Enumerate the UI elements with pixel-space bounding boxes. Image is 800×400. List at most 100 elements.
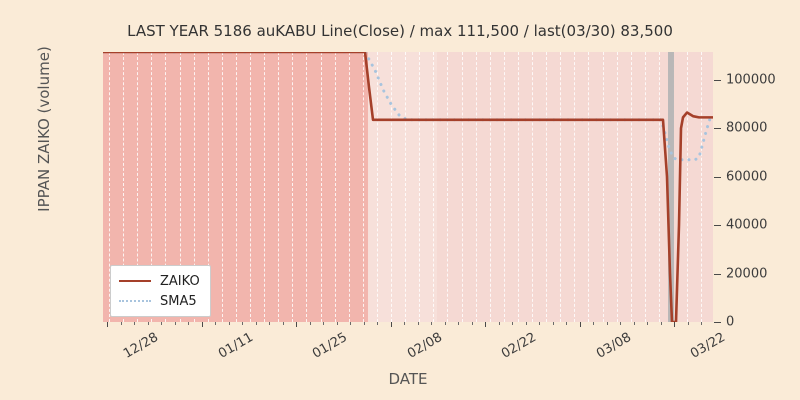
gridline-vertical: [137, 52, 139, 322]
x-tick-minor: [147, 322, 149, 325]
x-tick-minor: [363, 322, 365, 325]
y-tick-label: 100000: [726, 72, 776, 88]
x-tick-mark: [674, 322, 675, 327]
x-tick-minor: [228, 322, 230, 325]
x-tick-mark: [107, 322, 108, 327]
legend-item-sma5[interactable]: SMA5: [119, 291, 200, 311]
gridline-vertical: [701, 52, 703, 322]
y-tick-label: 20000: [726, 266, 768, 282]
x-tick-minor: [647, 322, 648, 325]
legend-item-zaiko[interactable]: ZAIKO: [119, 271, 200, 291]
y-tick-label: 0: [726, 314, 735, 330]
gridline-vertical: [391, 52, 392, 322]
y-tick-mark: [714, 273, 721, 275]
x-tick-minor: [215, 322, 216, 325]
pale-pink-region: [368, 52, 437, 322]
x-tick-minor: [417, 322, 419, 325]
x-tick-minor: [242, 322, 243, 325]
x-tick-mark: [485, 322, 486, 327]
gridline-vertical: [235, 52, 237, 322]
gridline-vertical: [602, 52, 604, 322]
x-tick-minor: [539, 322, 540, 325]
x-tick-mark: [390, 322, 392, 327]
gridline-vertical: [376, 52, 378, 322]
x-tick-minor: [269, 322, 270, 325]
gridline-vertical: [687, 52, 689, 322]
sma5-line: [103, 52, 713, 162]
gridline-vertical: [503, 52, 505, 322]
gridline-vertical: [278, 52, 280, 322]
chart-legend[interactable]: ZAIKO SMA5: [110, 265, 211, 317]
zaiko-swatch-icon: [119, 275, 151, 287]
x-tick-minor: [161, 322, 162, 325]
x-tick-minor: [552, 322, 554, 325]
legend-label-zaiko: ZAIKO: [160, 273, 200, 289]
x-tick-minor: [660, 322, 662, 325]
x-tick-minor: [404, 322, 405, 325]
gridline-vertical: [644, 52, 646, 322]
gridline-vertical: [320, 52, 322, 322]
gridline-vertical: [560, 52, 562, 322]
plot-area: [103, 52, 713, 322]
gridline-vertical: [532, 52, 533, 322]
gridline-vertical: [489, 52, 491, 322]
gridline-vertical: [475, 52, 477, 322]
series-lines: [103, 52, 713, 322]
sma5-swatch-icon: [119, 295, 151, 307]
x-tick-minor: [633, 322, 635, 325]
x-tick-minor: [620, 322, 621, 325]
x-tick-minor: [350, 322, 351, 325]
x-tick-minor: [174, 322, 176, 325]
gridline-vertical: [362, 52, 364, 322]
gridline-vertical: [123, 52, 125, 322]
gridline-vertical: [588, 52, 590, 322]
gridline-vertical: [165, 52, 167, 322]
gridline-vertical: [207, 52, 209, 322]
gridline-vertical: [616, 52, 618, 322]
x-tick-minor: [444, 322, 446, 325]
gridline-vertical: [151, 52, 153, 322]
x-tick-minor: [309, 322, 311, 325]
y-tick-mark: [714, 128, 721, 130]
zaiko-line: [103, 52, 713, 322]
gridline-vertical: [405, 52, 407, 322]
gridline-vertical: [348, 52, 350, 322]
x-tick-mark: [201, 322, 203, 327]
x-tick-minor: [282, 322, 284, 325]
x-tick-minor: [606, 322, 608, 325]
y-tick-mark: [714, 176, 721, 178]
gridline-vertical: [264, 52, 266, 322]
gridline-vertical: [419, 52, 421, 322]
x-tick-label: 01/11: [215, 330, 256, 362]
y-tick-mark: [714, 79, 721, 81]
y-tick-label: 40000: [726, 217, 768, 233]
x-tick-minor: [188, 322, 189, 325]
x-tick-minor: [471, 322, 473, 325]
y-tick-label: 80000: [726, 120, 768, 136]
x-tick-minor: [566, 322, 567, 325]
gridline-vertical: [221, 52, 223, 322]
x-tick-minor: [525, 322, 527, 325]
x-tick-mark: [579, 322, 581, 327]
x-tick-minor: [458, 322, 459, 325]
gridline-vertical: [306, 52, 308, 322]
y-tick-mark: [714, 322, 721, 323]
gridline-vertical: [109, 52, 110, 322]
x-tick-label: 02/08: [404, 330, 445, 362]
gridline-vertical: [574, 52, 576, 322]
gridline-vertical: [334, 52, 336, 322]
gridline-vertical: [250, 52, 251, 322]
gridline-vertical: [193, 52, 195, 322]
x-tick-label: 12/28: [121, 330, 161, 362]
gridline-vertical: [179, 52, 181, 322]
x-tick-minor: [687, 322, 689, 325]
y-axis-label: IPPAN ZAIKO (volume): [35, 46, 53, 212]
x-tick-minor: [323, 322, 324, 325]
x-tick-minor: [377, 322, 378, 325]
y-tick-mark: [714, 225, 721, 227]
gridline-vertical: [461, 52, 463, 322]
highlight-band-marker: [668, 52, 674, 322]
x-tick-minor: [255, 322, 257, 325]
gridline-vertical: [517, 52, 519, 322]
